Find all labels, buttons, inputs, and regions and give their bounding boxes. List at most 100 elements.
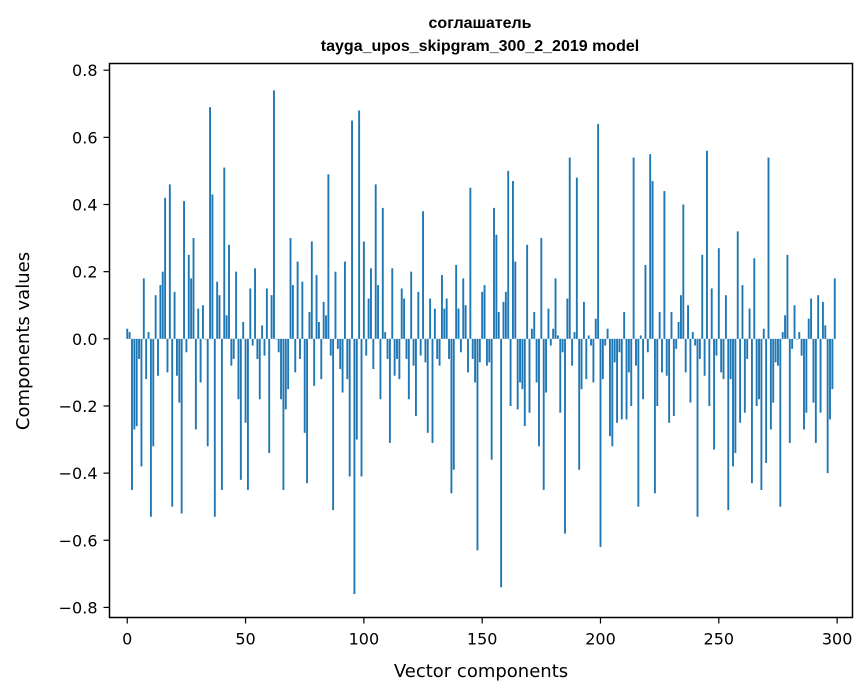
bar-component-241 [696, 338, 699, 517]
bar-component-247 [710, 288, 713, 339]
bar-component-52 [249, 288, 252, 339]
bar-component-173 [535, 338, 538, 383]
bar-component-254 [727, 338, 730, 511]
bar-component-183 [559, 338, 562, 413]
bar-component-221 [649, 154, 652, 339]
bar-component-287 [805, 338, 808, 413]
bar-component-117 [403, 298, 406, 339]
y-axis: −0.8 −0.6 −0.4 −0.2 0.0 0.2 0.4 0.6 0.8 [59, 61, 110, 617]
bar-component-18 [168, 184, 171, 339]
bar-component-137 [450, 338, 453, 494]
bar-component-122 [414, 338, 417, 417]
bar-component-121 [412, 338, 415, 366]
bar-component-130 [433, 308, 436, 339]
bar-component-176 [542, 338, 545, 490]
bar-component-165 [516, 338, 519, 410]
bar-component-157 [497, 311, 500, 339]
bar-component-283 [795, 338, 798, 340]
bar-component-228 [665, 338, 668, 376]
bar-component-147 [474, 338, 477, 383]
bar-component-249 [715, 338, 718, 356]
bar-component-215 [635, 338, 637, 366]
x-tick-label: 0 [122, 630, 132, 649]
bar-component-46 [235, 271, 238, 339]
bar-component-284 [798, 332, 801, 339]
bar-component-3 [133, 338, 136, 430]
bar-component-240 [694, 338, 697, 346]
bar-component-29 [194, 338, 197, 430]
bar-component-75 [303, 338, 306, 433]
bar-component-253 [724, 295, 727, 339]
x-axis: 0 50 100 150 200 250 300 [122, 617, 852, 649]
y-tick-label: 0.4 [72, 196, 97, 215]
bar-component-31 [199, 338, 202, 383]
bar-component-209 [620, 338, 623, 420]
bar-component-264 [750, 338, 753, 484]
bar-component-280 [788, 338, 791, 443]
bar-component-110 [386, 338, 389, 359]
bar-component-30 [197, 308, 200, 339]
bar-component-213 [630, 338, 633, 406]
bar-component-42 [225, 315, 228, 339]
bar-component-261 [743, 338, 746, 413]
bar-component-27 [190, 278, 193, 339]
bar-component-268 [760, 338, 763, 490]
bar-series [126, 90, 836, 594]
bar-component-159 [502, 301, 505, 339]
bar-component-45 [232, 338, 235, 359]
bar-component-109 [384, 332, 387, 339]
bar-component-210 [623, 311, 626, 339]
bar-component-79 [313, 338, 316, 386]
bar-component-135 [445, 298, 448, 339]
bar-component-274 [774, 338, 777, 363]
bar-component-2 [131, 338, 133, 490]
bar-component-81 [317, 322, 320, 339]
bar-component-158 [500, 338, 503, 588]
bar-component-198 [594, 318, 597, 339]
bar-component-188 [571, 338, 574, 366]
bar-component-26 [187, 254, 190, 339]
bar-component-168 [523, 338, 526, 427]
bar-component-187 [568, 157, 571, 339]
bar-component-229 [668, 338, 671, 423]
bar-component-227 [663, 191, 666, 339]
bar-component-218 [642, 338, 645, 400]
bar-component-126 [424, 338, 427, 363]
bar-component-202 [604, 338, 607, 346]
bar-component-162 [509, 338, 512, 406]
bar-component-105 [374, 184, 377, 339]
bar-component-197 [592, 338, 595, 383]
x-tick-label: 250 [704, 630, 735, 649]
bar-component-169 [526, 244, 529, 339]
bar-component-99 [360, 338, 363, 477]
bar-component-7 [142, 278, 145, 339]
bar-component-286 [803, 338, 805, 430]
y-axis-label: Components values [13, 252, 34, 430]
bar-component-275 [777, 338, 779, 366]
bar-component-59 [265, 288, 268, 339]
bar-component-36 [211, 194, 214, 339]
bar-component-55 [256, 338, 259, 359]
bar-component-182 [556, 335, 559, 339]
bar-component-86 [329, 338, 332, 356]
bar-component-85 [327, 174, 330, 339]
bar-component-184 [561, 338, 564, 353]
bar-component-262 [746, 338, 749, 359]
bar-component-263 [748, 308, 751, 339]
bar-component-156 [495, 234, 498, 339]
bar-component-40 [220, 338, 223, 490]
bar-component-6 [140, 338, 143, 467]
x-tick-label: 200 [585, 630, 616, 649]
bar-component-172 [533, 311, 536, 339]
bar-component-170 [528, 338, 531, 413]
bar-component-5 [138, 338, 141, 359]
bar-component-245 [706, 150, 708, 339]
bar-component-83 [322, 301, 325, 339]
bar-component-95 [351, 120, 353, 339]
bar-component-57 [261, 325, 264, 339]
bar-component-251 [720, 338, 723, 373]
bar-component-190 [575, 177, 578, 339]
y-tick-label: 0.8 [72, 61, 97, 80]
bar-component-192 [580, 338, 583, 390]
